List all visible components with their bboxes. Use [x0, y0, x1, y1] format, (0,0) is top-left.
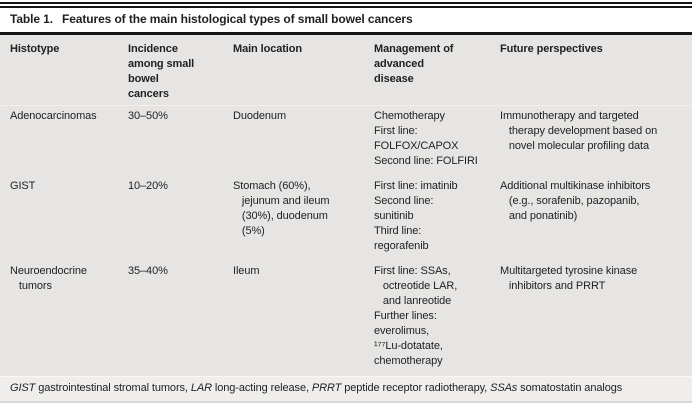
footnote-abbr-gist: GIST — [10, 382, 36, 394]
table-caption: Features of the main histological types … — [62, 12, 413, 26]
table-footnote: GIST gastrointestinal stromal tumors, LA… — [0, 376, 692, 403]
col-header-incidence: Incidence among small bowel cancers — [118, 35, 223, 106]
footnote-abbr-prrt: PRRT — [311, 382, 342, 394]
footnote-abbr-ssas: SSAs — [490, 382, 518, 394]
header-row: Histotype Incidence among small bowel ca… — [0, 35, 692, 106]
col-header-main-location: Main location — [223, 35, 364, 106]
footnote-text: gastrointestinal stromal tumors, — [35, 382, 191, 394]
cell-incidence: 10–20% — [128, 180, 168, 192]
cell-histotype: Neuroendocrine tumors — [10, 265, 87, 292]
footnote-text: peptide receptor radiotherapy, — [341, 382, 491, 394]
cell-histotype: GIST — [10, 180, 36, 192]
cell-management: First line: imatinib Second line: suniti… — [374, 180, 458, 252]
cell-future-perspectives: Additional multikinase inhibitors (e.g.,… — [500, 180, 651, 222]
cell-incidence: 35–40% — [128, 265, 168, 277]
cell-histotype: Adenocarcinomas — [10, 110, 97, 122]
table-row-gist: GIST 10–20% Stomach (60%), jejunum and i… — [0, 176, 692, 261]
title-rule — [0, 32, 692, 35]
histology-table: Histotype Incidence among small bowel ca… — [0, 35, 692, 376]
table-number: Table 1. — [10, 12, 53, 26]
cell-main-location: Duodenum — [233, 110, 287, 122]
cell-future-perspectives: Immunotherapy and targeted therapy devel… — [500, 110, 658, 152]
cell-future-perspectives: Multitargeted tyrosine kinase inhibitors… — [500, 265, 638, 292]
top-rule — [0, 2, 692, 8]
footnote-abbr-lar: LAR — [190, 382, 212, 394]
cell-management: First line: SSAs, octreotide LAR, and la… — [374, 265, 458, 367]
cell-incidence: 30–50% — [128, 110, 168, 122]
col-header-management: Management of advanced disease — [364, 35, 490, 106]
col-header-future-perspectives: Future perspectives — [490, 35, 692, 106]
cell-management: Chemotherapy First line: FOLFOX/CAPOX Se… — [374, 110, 478, 167]
table-title: Table 1. Features of the main histologica… — [0, 8, 692, 32]
cell-main-location: Ileum — [233, 265, 260, 277]
table-row-adenocarcinomas: Adenocarcinomas 30–50% Duodenum Chemothe… — [0, 106, 692, 177]
footnote-text: long-acting release, — [211, 382, 312, 394]
cell-main-location: Stomach (60%), jejunum and ileum (30%), … — [233, 180, 330, 237]
col-header-histotype: Histotype — [0, 35, 118, 106]
table-row-neuroendocrine-tumors: Neuroendocrine tumors 35–40% Ileum First… — [0, 261, 692, 376]
footnote-text: somatostatin analogs — [517, 382, 623, 394]
